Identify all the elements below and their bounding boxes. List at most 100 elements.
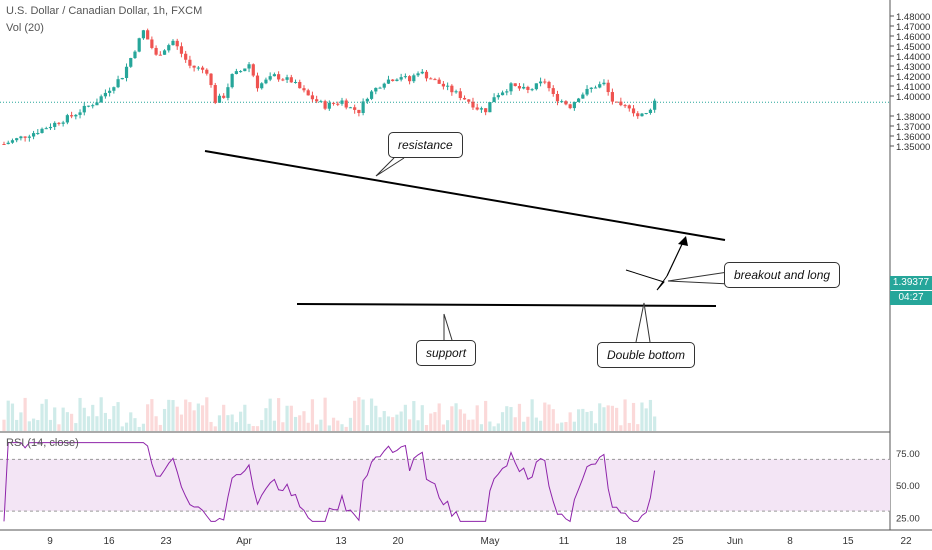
volume-bar [120, 426, 124, 431]
volume-bar [484, 400, 488, 431]
volume-bar [627, 422, 631, 431]
candle-body [462, 97, 467, 100]
countdown-tag: 04:27 [890, 291, 932, 305]
volume-bar [577, 409, 581, 431]
candle-body [158, 54, 162, 56]
candle-body [74, 114, 78, 117]
candle-body [315, 99, 319, 102]
candle-body [513, 83, 517, 87]
volume-bar [572, 421, 576, 431]
volume-bar [585, 411, 589, 431]
volume-bar [458, 409, 462, 431]
volume-bar [593, 423, 598, 431]
volume-bar [302, 411, 306, 431]
candle-body [340, 100, 344, 104]
volume-bar [277, 398, 281, 431]
x-tick-label: 11 [559, 536, 570, 547]
candle-body [298, 81, 302, 89]
candle-body [184, 53, 188, 60]
candle-body [40, 128, 44, 133]
candle-body [623, 105, 627, 107]
candle-body [217, 95, 222, 103]
volume-bar [437, 403, 441, 431]
volume-bar [53, 407, 57, 431]
volume-bar [179, 414, 184, 431]
support-pointer [443, 313, 453, 341]
volume-bar [61, 407, 65, 431]
candle-body [500, 92, 505, 96]
candle-body [327, 102, 331, 109]
candle-body [302, 88, 306, 91]
candle-body [196, 67, 200, 69]
rsi-band [0, 459, 890, 512]
volume-bar [86, 416, 91, 431]
candle-body [141, 30, 146, 39]
candle-body [619, 101, 623, 106]
support-trendline [296, 303, 717, 307]
candle-body [154, 47, 158, 55]
candle-body [179, 46, 184, 54]
candle-body [331, 102, 336, 104]
candle-body [408, 76, 412, 82]
candle-body [517, 86, 522, 89]
candle-body [446, 85, 450, 87]
volume-bar [534, 417, 538, 431]
volume-bar [15, 419, 19, 431]
candle-body [15, 138, 19, 141]
volume-bar [479, 424, 484, 431]
x-tick-label: 25 [672, 536, 684, 547]
volume-bar [331, 417, 336, 431]
volume-bar [36, 420, 40, 431]
volume-bar [264, 408, 268, 431]
candle-body [86, 105, 91, 107]
candle-body [272, 74, 276, 77]
candle-body [293, 81, 298, 83]
volume-bar [70, 413, 74, 431]
candle-body [522, 86, 526, 89]
volume-bar [150, 399, 154, 431]
volume-bar [323, 397, 327, 431]
volume-bar [146, 404, 150, 431]
volume-bar [6, 400, 10, 431]
volume-bar [192, 410, 196, 431]
volume-bar [44, 399, 48, 431]
volume-bar [619, 425, 623, 431]
candle-body [171, 40, 175, 46]
volume-bar [623, 399, 627, 431]
volume-label: Vol (20) [6, 22, 44, 34]
x-tick-label: Apr [236, 536, 252, 547]
volume-bar [408, 419, 412, 431]
volume-bar [260, 420, 264, 431]
volume-bar [369, 398, 374, 431]
volume-bar [365, 425, 369, 431]
volume-bar [281, 422, 285, 431]
volume-bar [188, 402, 192, 431]
candle-body [2, 144, 6, 145]
support-callout: support [416, 340, 477, 366]
candle-body [108, 90, 112, 93]
y-tick-label: 1.38000 [896, 112, 930, 123]
candle-body [120, 77, 124, 80]
candle-body [395, 79, 399, 82]
candle-body [403, 76, 407, 78]
volume-bar [598, 403, 602, 431]
symbol-title: U.S. Dollar / Canadian Dollar, 1h, FXCM [6, 5, 203, 17]
x-tick-label: May [481, 536, 500, 547]
candle-body [484, 108, 488, 113]
volume-bar [158, 424, 162, 431]
volume-bar [361, 399, 365, 431]
y-tick-label: 1.43000 [896, 62, 930, 73]
breakout-path [625, 269, 668, 291]
candle-body [437, 79, 441, 84]
double-bottom-pointer [635, 302, 651, 343]
volume-bar [310, 399, 315, 431]
volume-bar [636, 424, 640, 431]
volume-bar [433, 412, 437, 431]
candle-body [631, 108, 636, 114]
candle-body [19, 136, 23, 139]
candle-body [348, 107, 353, 109]
volume-bar [327, 425, 331, 431]
candle-body [471, 101, 475, 108]
volume-bar [268, 398, 272, 431]
